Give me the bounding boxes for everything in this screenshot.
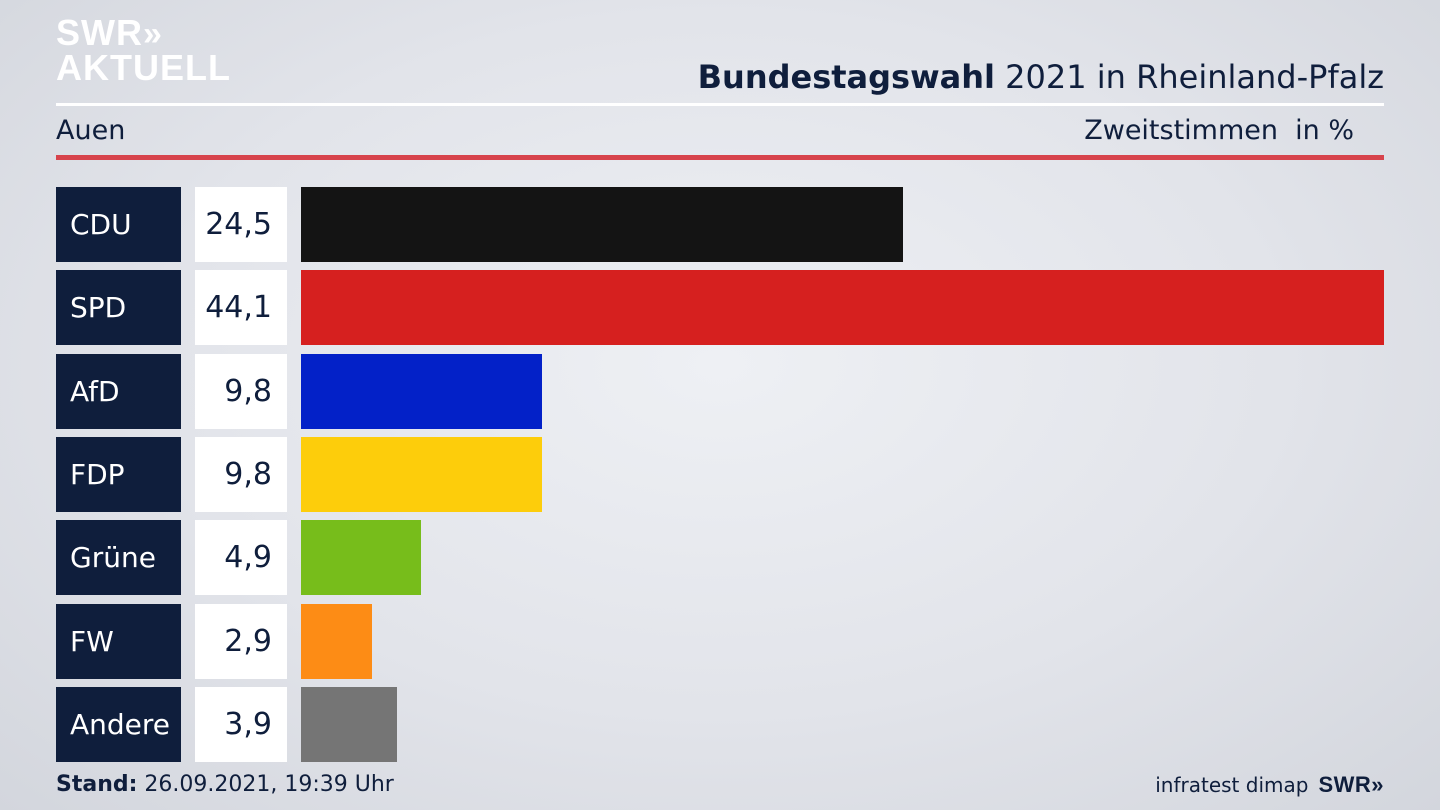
- stand-label: Stand:: [56, 772, 138, 797]
- logo-aktuell-text: AKTUELL: [56, 47, 231, 88]
- bar-gr-ne: [301, 520, 421, 595]
- swr-aktuell-logo: SWR» AKTUELL: [56, 15, 231, 88]
- chart-row: Grüne 4,9: [56, 520, 1384, 595]
- swr-brand-logo: SWR»: [1318, 772, 1384, 797]
- party-label: Andere: [56, 687, 181, 762]
- title-bold: Bundestagswahl: [697, 58, 995, 96]
- chart-row: SPD 44,1: [56, 270, 1384, 345]
- bar-fdp: [301, 437, 542, 512]
- bar-fw: [301, 604, 372, 679]
- logo-swr-text: SWR: [56, 12, 143, 53]
- title-rest: 2021 in Rheinland-Pfalz: [995, 58, 1384, 96]
- value-label: 3,9: [195, 687, 287, 762]
- value-label: 9,8: [195, 437, 287, 512]
- bar-afd: [301, 354, 542, 429]
- value-label: 2,9: [195, 604, 287, 679]
- value-label: 9,8: [195, 354, 287, 429]
- bar-andere: [301, 687, 397, 762]
- region-label: Auen: [56, 115, 126, 146]
- chart-row: AfD 9,8: [56, 354, 1384, 429]
- chart-row: FW 2,9: [56, 604, 1384, 679]
- unit-label: in %: [1295, 115, 1354, 146]
- bar-cdu: [301, 187, 903, 262]
- source-label: infratest dimap: [1155, 773, 1309, 797]
- vote-type-label: Zweitstimmen: [1084, 115, 1278, 146]
- value-label: 4,9: [195, 520, 287, 595]
- bar-spd: [301, 270, 1384, 345]
- value-label: 44,1: [195, 270, 287, 345]
- party-label: Grüne: [56, 520, 181, 595]
- accent-divider: [56, 155, 1384, 160]
- source-credit: infratest dimap SWR»: [1155, 772, 1384, 798]
- chart-row: Andere 3,9: [56, 687, 1384, 762]
- party-label: FDP: [56, 437, 181, 512]
- chart-row: FDP 9,8: [56, 437, 1384, 512]
- chart-title: Bundestagswahl 2021 in Rheinland-Pfalz: [698, 58, 1384, 96]
- stand-value: 26.09.2021, 19:39 Uhr: [137, 772, 394, 797]
- party-label: SPD: [56, 270, 181, 345]
- party-label: FW: [56, 604, 181, 679]
- chart-row: CDU 24,5: [56, 187, 1384, 262]
- results-bar-chart: CDU 24,5 SPD 44,1 AfD 9,8 FDP 9,8 Grüne 4,9 FW 2,9 A…: [56, 187, 1384, 762]
- timestamp: Stand: 26.09.2021, 19:39 Uhr: [56, 772, 394, 797]
- header-divider: [56, 103, 1384, 106]
- party-label: CDU: [56, 187, 181, 262]
- value-label: 24,5: [195, 187, 287, 262]
- party-label: AfD: [56, 354, 181, 429]
